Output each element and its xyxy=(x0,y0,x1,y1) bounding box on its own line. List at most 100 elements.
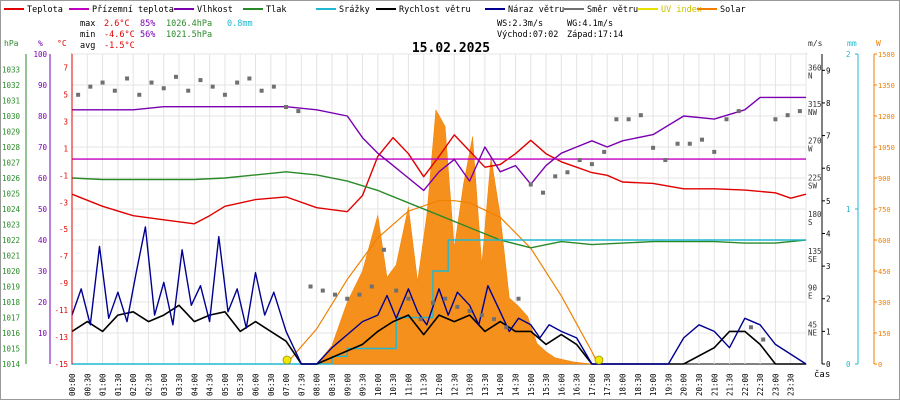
wind-tick-label: 6 xyxy=(826,164,831,173)
wind-direction-point xyxy=(210,84,215,89)
direction-tick-label: 270 xyxy=(808,137,822,146)
wind-direction-point xyxy=(406,296,411,301)
stats-max-hum: 85% xyxy=(140,19,155,29)
wind-direction-point xyxy=(198,78,203,83)
wind-direction-point xyxy=(137,92,142,97)
wind-direction-point xyxy=(663,158,668,163)
legend-label: Srážky xyxy=(339,5,370,15)
pressure-tick-label: 1014 xyxy=(2,360,21,369)
x-tick-label: 21:30 xyxy=(726,373,735,396)
direction-compass-label: S xyxy=(808,218,813,227)
wind-direction-point xyxy=(100,80,105,85)
direction-tick-label: 90 xyxy=(808,284,818,293)
temperature-tick-label: -5 xyxy=(59,225,68,234)
wind-tick-label: 4 xyxy=(826,229,831,238)
x-tick-label: 19:30 xyxy=(664,373,673,396)
pressure-tick-label: 1031 xyxy=(2,97,20,106)
solar-tick-label: 1200 xyxy=(878,113,895,121)
temperature-tick-label: 7 xyxy=(63,63,68,72)
rain-tick-label: 2 xyxy=(846,50,851,59)
stats-block: max 2.6°C 85% 1026.4hPa 0.8mm min -4.6°C… xyxy=(80,19,623,51)
solar-layer xyxy=(285,108,599,365)
wind-direction-point xyxy=(88,84,93,89)
stats-wg: WG:4.1m/s xyxy=(567,19,613,29)
legend-label: Teplota xyxy=(27,5,63,15)
x-tick-label: 10:00 xyxy=(374,373,383,396)
x-tick-label: 20:00 xyxy=(680,373,689,396)
x-tick-label: 13:00 xyxy=(466,373,475,396)
wind-direction-point xyxy=(222,92,227,97)
wind-direction-point xyxy=(125,76,130,81)
x-tick-label: 17:00 xyxy=(588,373,597,396)
rain-tick-label: 1 xyxy=(846,205,851,214)
x-tick-label: 09:30 xyxy=(359,373,368,396)
x-tick-label: 01:00 xyxy=(99,373,108,396)
wind-direction-point xyxy=(736,109,741,114)
pressure-tick-label: 1033 xyxy=(2,66,20,75)
direction-tick-label: 315 xyxy=(808,100,822,109)
temperature-tick-label: -13 xyxy=(54,333,68,342)
solar-tick-label: 450 xyxy=(878,268,891,276)
pressure-tick-label: 1026 xyxy=(2,174,21,183)
legend: Teplota Přízemní teplota Vlhkost Tlak Srážky… xyxy=(4,5,746,15)
x-tick-label: 15:00 xyxy=(527,373,536,396)
humidity-tick-label: 90 xyxy=(38,81,48,90)
x-tick-label: 11:00 xyxy=(404,373,413,396)
stats-ws: WS:2.3m/s xyxy=(497,19,543,29)
stats-sunset: Západ:17:14 xyxy=(567,30,623,40)
stats-max-label: max xyxy=(80,19,95,29)
wind-direction-point xyxy=(528,182,533,187)
x-tick-label: 08:30 xyxy=(328,373,337,396)
wind-direction-point xyxy=(76,92,81,97)
x-tick-label: 16:00 xyxy=(557,373,566,396)
wind-direction-point xyxy=(589,162,594,167)
direction-tick-label: 225 xyxy=(808,173,822,182)
unit-wm2: W xyxy=(876,39,881,48)
temperature-tick-label: 1 xyxy=(63,144,68,153)
wind-direction-point xyxy=(247,76,252,81)
x-tick-label: 07:00 xyxy=(282,373,291,396)
direction-tick-label: 45 xyxy=(808,320,817,329)
wind-direction-point xyxy=(296,109,301,114)
wind-direction-point xyxy=(724,117,729,122)
temperature-tick-label: -11 xyxy=(54,306,68,315)
x-tick-label: 05:00 xyxy=(221,373,230,396)
stats-avg-temp: -1.5°C xyxy=(104,41,135,51)
uv-index-marker xyxy=(282,355,292,365)
pressure-tick-label: 1015 xyxy=(2,345,20,354)
wind-direction-point xyxy=(467,308,472,313)
pressure-tick-label: 1016 xyxy=(2,329,21,338)
stats-max-press: 1026.4hPa xyxy=(166,19,212,29)
x-tick-label: 22:00 xyxy=(741,373,750,396)
legend-label: Solar xyxy=(720,5,746,15)
wind-direction-point xyxy=(785,113,790,118)
solar-tick-label: 600 xyxy=(878,237,891,245)
direction-tick-label: 360 xyxy=(808,63,822,72)
wind-direction-point xyxy=(173,74,178,79)
wind-direction-point xyxy=(443,296,448,301)
x-tick-label: 10:30 xyxy=(389,373,398,396)
x-tick-label: 16:30 xyxy=(573,373,582,396)
temperature-tick-label: -3 xyxy=(59,198,68,207)
wind-direction-point xyxy=(259,88,264,93)
x-tick-label: 04:30 xyxy=(206,373,215,396)
humidity-tick-label: 50 xyxy=(38,205,48,214)
pressure-tick-label: 1030 xyxy=(2,112,21,121)
direction-compass-label: E xyxy=(808,292,813,301)
wind-direction-point xyxy=(369,284,374,289)
series-tlak xyxy=(71,171,807,249)
solar-theoretical-line xyxy=(285,200,599,365)
axis-units: hPa % °C m/s mm W xyxy=(4,39,881,48)
wind-direction-point xyxy=(614,117,619,122)
wind-direction-point xyxy=(797,109,802,114)
legend-label: Tlak xyxy=(266,5,286,15)
x-tick-label: 03:00 xyxy=(160,373,169,396)
solar-tick-label: 0 xyxy=(878,361,882,369)
pressure-tick-label: 1022 xyxy=(2,236,20,245)
x-tick-label: 14:00 xyxy=(496,373,505,396)
x-tick-label: 00:00 xyxy=(68,373,77,396)
direction-compass-label: N xyxy=(808,71,813,80)
legend-label: Rychlost větru xyxy=(399,5,471,15)
wind-direction-point xyxy=(284,105,289,110)
